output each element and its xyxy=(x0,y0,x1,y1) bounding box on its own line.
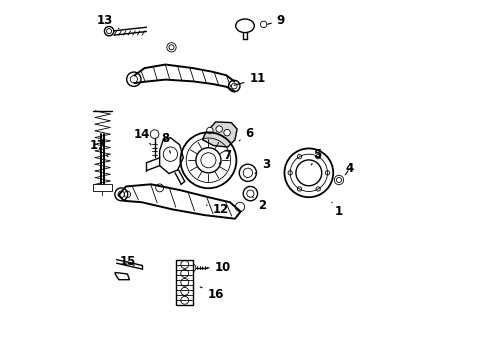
Text: 9: 9 xyxy=(268,14,285,27)
Text: 6: 6 xyxy=(239,127,253,141)
Text: 12: 12 xyxy=(206,203,229,216)
Text: 2: 2 xyxy=(253,197,266,212)
Text: 11: 11 xyxy=(234,72,266,85)
Circle shape xyxy=(216,126,222,132)
Circle shape xyxy=(224,130,230,136)
Text: 15: 15 xyxy=(119,255,136,268)
Polygon shape xyxy=(203,122,237,147)
Text: 13: 13 xyxy=(97,14,119,29)
Text: 5: 5 xyxy=(311,148,321,165)
Bar xyxy=(93,184,112,191)
Text: 10: 10 xyxy=(205,261,231,274)
Text: 7: 7 xyxy=(219,149,232,164)
Text: 3: 3 xyxy=(255,158,270,174)
Text: 1: 1 xyxy=(332,202,343,218)
Polygon shape xyxy=(160,138,183,174)
Text: 4: 4 xyxy=(345,162,354,175)
Polygon shape xyxy=(119,184,241,219)
Circle shape xyxy=(207,127,213,134)
Text: 17: 17 xyxy=(90,139,108,157)
Text: 14: 14 xyxy=(134,127,151,145)
Text: 8: 8 xyxy=(161,132,171,153)
Bar xyxy=(176,260,194,305)
Text: 16: 16 xyxy=(200,287,224,301)
